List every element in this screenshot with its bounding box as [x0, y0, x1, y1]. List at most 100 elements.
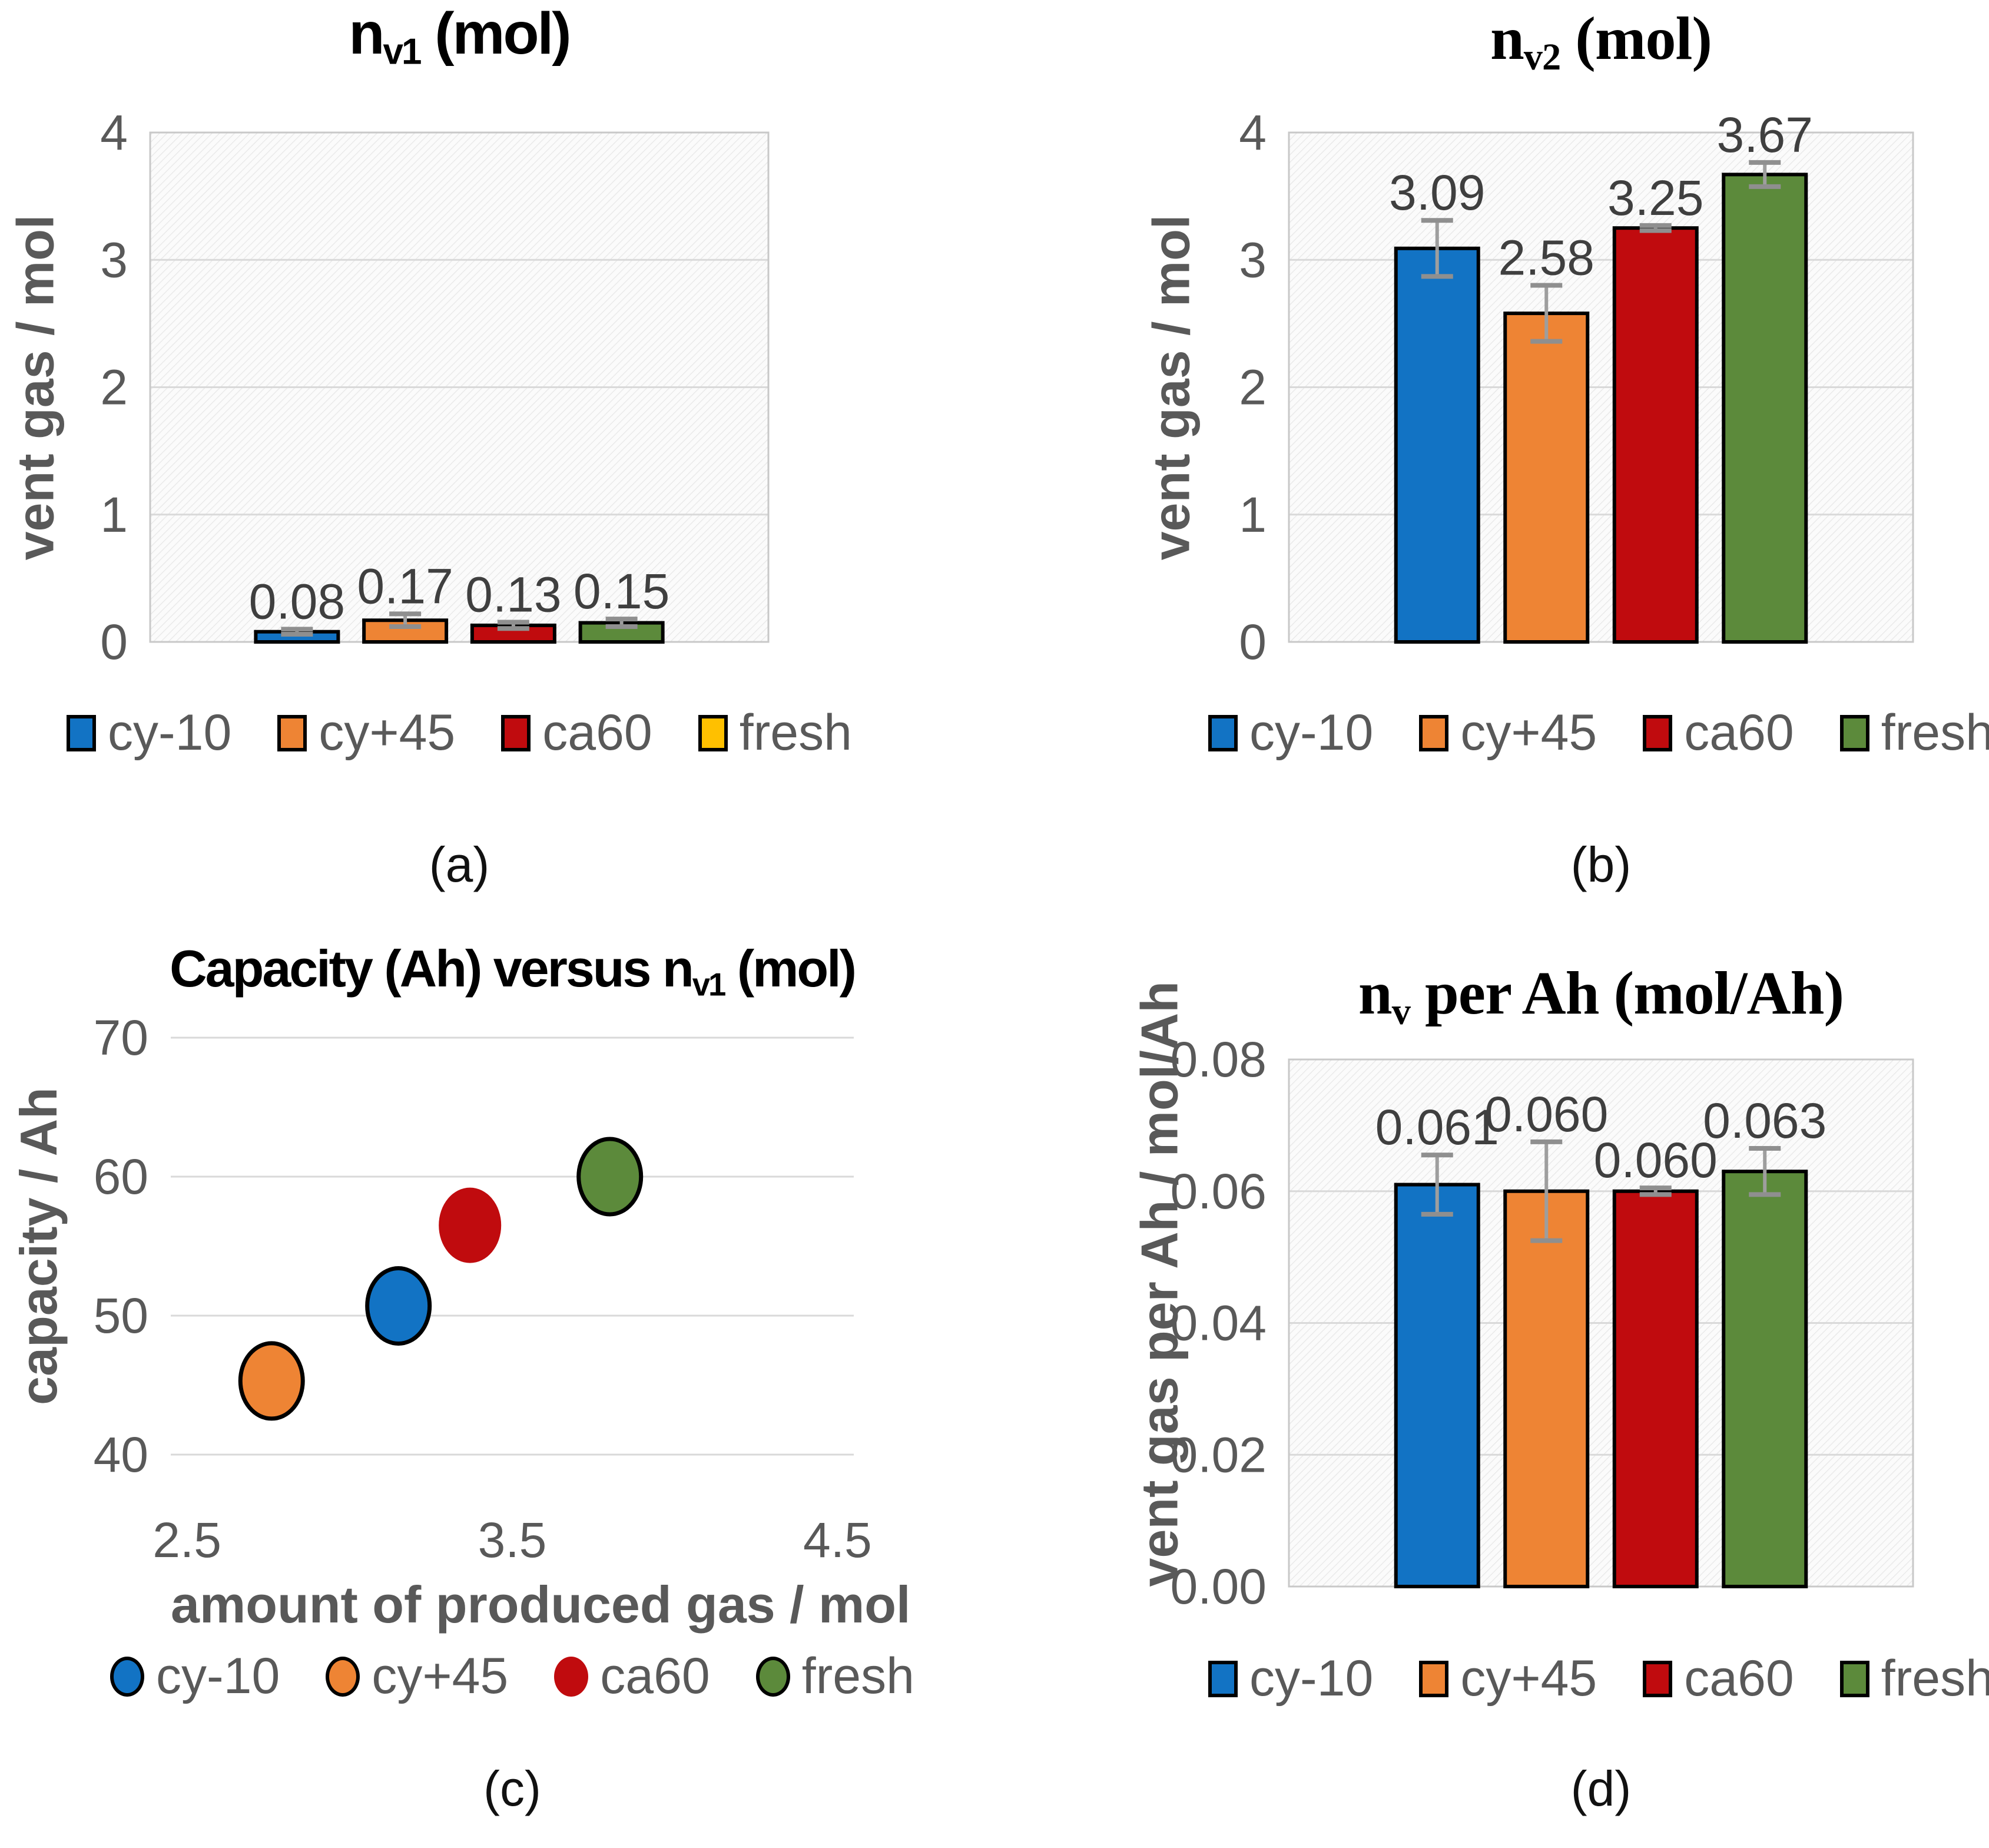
title-subscript: v1: [692, 966, 727, 1003]
y-tick-label: 1: [1239, 487, 1267, 542]
x-tick-label: 3.5: [478, 1512, 547, 1568]
bar-ca60: [1612, 1189, 1699, 1588]
plot-border: [1288, 131, 1914, 643]
legend-item-ca60: ca60: [1643, 704, 1794, 762]
data-label-cy-10: 3.09: [1389, 165, 1486, 220]
chart-b-caption: (b): [1570, 837, 1632, 892]
legend-label: cy+45: [1460, 704, 1597, 761]
chart-a-title: nv1 (mol): [56, 0, 863, 73]
y-tick-label: 3: [1239, 232, 1267, 287]
legend-swatch-fresh: [755, 1656, 790, 1697]
legend-label: ca60: [600, 1648, 710, 1704]
y-tick-label: 0: [1239, 614, 1267, 670]
legend-label: cy+45: [372, 1648, 509, 1704]
legend-item-fresh: fresh: [1839, 704, 1989, 762]
legend-swatch-cy+45: [1419, 714, 1449, 751]
legend-swatch-ca60: [1643, 1660, 1673, 1697]
legend-item-cy+45: cy+45: [1419, 1650, 1597, 1708]
chart-d-y-axis-label: vent gas per Ah / mol/Ah: [1130, 981, 1188, 1587]
y-tick-label: 0.06: [1171, 1164, 1267, 1219]
panel-d: 0.00 0.02 0.04 0.06 0.08 0.061 0.060 0.060 0.063…: [994, 924, 1989, 1848]
data-label-cy+45: 0.17: [357, 558, 453, 614]
legend-item-cy-10: cy-10: [1208, 1650, 1373, 1708]
legend-item-ca60: ca60: [501, 704, 652, 762]
legend-label: fresh: [801, 1648, 914, 1704]
data-label-fresh: 3.67: [1717, 107, 1814, 163]
bar-cy-10: [1394, 1183, 1480, 1588]
chart-c-x-axis-label: amount of produced gas / mol: [171, 1575, 911, 1634]
legend-item-ca60: ca60: [1643, 1650, 1794, 1708]
legend-swatch-cy-10: [1208, 1660, 1238, 1697]
data-label-cy-10: 0.08: [249, 574, 346, 629]
y-tick-label: 0: [100, 614, 128, 670]
title-text: (mol): [724, 939, 857, 998]
legend-swatch-ca60: [554, 1656, 589, 1697]
y-tick-label: 60: [94, 1149, 148, 1204]
legend-label: fresh: [1881, 704, 1989, 761]
y-tick-label: 2: [1239, 360, 1267, 415]
data-label-fresh: 0.15: [574, 564, 670, 619]
legend-label: ca60: [1684, 1650, 1794, 1707]
chart-d-legend: cy-10 cy+45 ca60 fresh: [1189, 1650, 1989, 1708]
legend-swatch-cy+45: [277, 714, 307, 751]
chart-b-title: nv2 (mol): [1195, 4, 1989, 79]
chart-a-caption: (a): [429, 837, 490, 892]
data-label-cy-10: 0.061: [1375, 1099, 1499, 1155]
x-tick-label: 2.5: [153, 1512, 221, 1568]
data-label-fresh: 0.063: [1703, 1093, 1826, 1148]
chart-a-legend: cy-10 cy+45 ca60 fresh: [50, 704, 868, 762]
legend-swatch-fresh: [698, 714, 728, 751]
y-tick-label: 0.08: [1171, 1032, 1267, 1087]
legend-item-fresh: fresh: [698, 704, 852, 762]
title-text: (mol): [420, 1, 571, 67]
bar-ca60: [1612, 226, 1699, 644]
point-cy-10: [365, 1266, 432, 1346]
legend-item-cy+45: cy+45: [326, 1647, 508, 1705]
chart-a-y-axis-label: vent gas / mol: [6, 214, 64, 560]
legend-swatch-fresh: [1839, 1660, 1869, 1697]
bar-cy-10: [1394, 246, 1480, 644]
legend-item-cy+45: cy+45: [277, 704, 455, 762]
legend-label: cy-10: [156, 1648, 280, 1704]
title-text: per Ah (mol/Ah): [1410, 959, 1844, 1027]
legend-swatch-cy-10: [110, 1656, 145, 1697]
y-tick-label: 70: [94, 1010, 148, 1065]
title-subscript: v1: [383, 31, 422, 72]
y-tick-label: 0.04: [1171, 1296, 1267, 1351]
legend-swatch-cy+45: [326, 1656, 360, 1697]
chart-c-legend: cy-10 cy+45 ca60 fresh: [71, 1647, 954, 1705]
legend-label: cy-10: [1249, 704, 1374, 761]
data-label-cy+45: 2.58: [1499, 230, 1595, 286]
title-text: (mol): [1560, 5, 1712, 72]
legend-label: ca60: [542, 704, 652, 761]
chart-a-plot: 0 1 2 3 4 0.08 0.17 0.13 0.15: [100, 105, 770, 670]
legend-label: fresh: [739, 704, 852, 761]
chart-c-y-axis-label: capacity / Ah: [9, 1087, 68, 1405]
y-tick-label: 4: [100, 105, 128, 160]
legend-item-ca60: ca60: [554, 1647, 710, 1705]
panel-b: 0 1 2 3 4 3.09 2.58 3.25 3.67 nv2 (mol) vent gas…: [994, 0, 1989, 924]
y-tick-label: 4: [1239, 105, 1267, 160]
legend-item-cy-10: cy-10: [67, 704, 231, 762]
legend-swatch-cy-10: [67, 714, 97, 751]
y-tick-label: 40: [94, 1427, 148, 1482]
y-tick-label: 0.02: [1171, 1427, 1267, 1482]
chart-d-caption: (d): [1570, 1761, 1632, 1816]
legend-item-cy-10: cy-10: [1208, 704, 1373, 762]
plot-border: [1288, 1058, 1914, 1588]
chart-b-legend: cy-10 cy+45 ca60 fresh: [1189, 704, 1989, 762]
x-tick-label: 4.5: [803, 1512, 872, 1568]
y-tick-label: 2: [100, 360, 128, 415]
legend-item-cy+45: cy+45: [1419, 704, 1597, 762]
chart-c-caption: (c): [483, 1761, 541, 1816]
title-text: n: [1490, 5, 1524, 72]
y-tick-label: 1: [100, 487, 128, 542]
chart-d-title: nv per Ah (mol/Ah): [1195, 958, 1989, 1034]
legend-label: cy-10: [108, 704, 232, 761]
y-tick-label: 50: [94, 1288, 148, 1343]
legend-label: cy+45: [1460, 1650, 1597, 1707]
legend-label: fresh: [1881, 1650, 1989, 1707]
legend-swatch-ca60: [1643, 714, 1673, 751]
bar-fresh: [1722, 1170, 1808, 1588]
chart-b-plot: 0 1 2 3 4 3.092.583.253.67: [1239, 105, 1914, 670]
